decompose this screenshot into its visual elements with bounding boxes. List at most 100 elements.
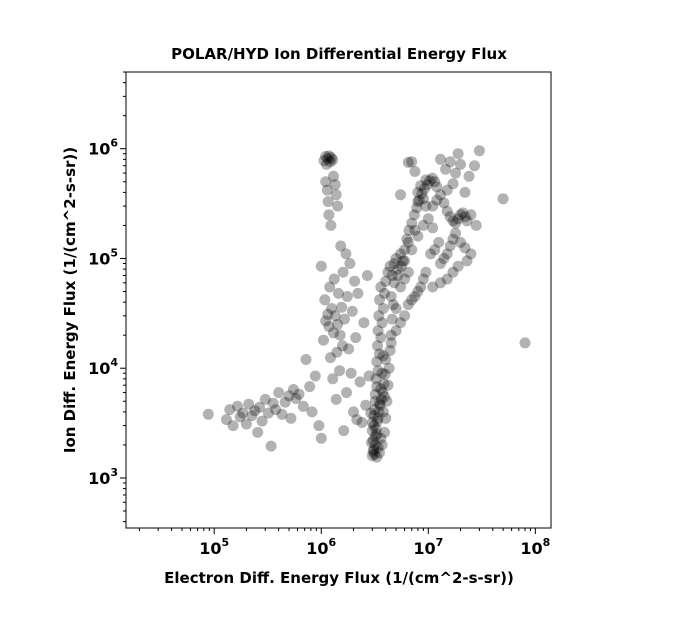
scatter-point [447,233,459,245]
scatter-point [420,174,432,186]
scatter-point [409,166,421,177]
scatter-point [397,255,409,267]
scatter-point [372,325,384,337]
scatter-point [377,387,389,399]
scatter-point [435,277,446,289]
scatter-point [459,186,471,198]
scatter-point [378,378,390,390]
scatter-point [465,248,477,260]
scatter-point [372,365,384,377]
scatter-point [374,399,386,411]
scatter-point [395,281,406,293]
scatter-point [315,260,327,272]
scatter-point [402,266,414,278]
scatter-point [309,370,321,382]
scatter-point [337,266,349,278]
scatter-point [395,260,407,272]
scatter-point [431,194,443,206]
x-tick-label: 105 [199,536,229,558]
scatter-point [256,415,268,427]
scatter-point [373,310,385,322]
scatter-point [338,425,350,437]
plot-area [125,71,552,529]
scatter-point [371,356,383,368]
scatter-point [360,399,372,411]
scatter-point [336,301,348,313]
scatter-point [327,373,339,385]
scatter-point [319,294,331,306]
y-tick-label: 106 [88,137,118,159]
scatter-point [379,368,391,380]
scatter-point [424,175,436,187]
scatter-point [323,321,335,332]
scatter-point [377,406,389,418]
scatter-point [441,205,453,217]
scatter-point [341,291,353,302]
scatter-point [372,340,383,352]
x-tick-label: 108 [520,536,550,558]
scatter-point [369,439,381,451]
scatter-point [354,376,366,388]
scatter-point [365,407,377,419]
scatter-point [375,393,387,405]
scatter-point [232,400,243,412]
scatter-point [262,407,274,419]
scatter-point [254,401,265,413]
scatter-point [341,387,352,399]
scatter-point [326,303,338,314]
scatter-point [386,270,398,281]
scatter-point [328,273,340,285]
scatter-point [390,253,402,264]
scatter-point [348,406,359,418]
scatter-point [329,179,341,191]
y-axis-label: Ion Diff. Energy Flux (1/(cm^2-s-sr)) [61,147,79,453]
scatter-point [435,258,446,269]
scatter-point [356,417,368,428]
scatter-point [429,176,441,188]
scatter-point [339,313,350,325]
scatter-point [330,189,342,201]
scatter-point [388,258,400,269]
scatter-point [390,303,402,314]
scatter-point [369,388,381,400]
scatter-point [270,404,282,416]
scatter-point [406,294,418,306]
scatter-point [438,253,450,264]
scatter-point [379,426,390,438]
scatter-point [367,434,379,446]
scatter-point [371,451,383,463]
scatter-point [318,334,329,346]
scatter-point [329,310,341,322]
scatter-point [330,393,342,405]
scatter-point [470,219,482,231]
scatter-point [383,362,395,374]
scatter-point [335,240,347,252]
scatter-point [322,153,334,165]
scatter-point [463,170,475,182]
scatter-point [409,291,421,302]
scatter-point [375,383,387,395]
scatter-point [406,217,418,229]
scatter-point [435,153,446,165]
scatter-point [395,189,406,201]
scatter-point [332,319,344,330]
scatter-point [417,193,429,205]
scatter-point [399,255,411,267]
scatter-point [252,426,264,438]
scatter-point [438,197,450,209]
scatter-point [249,405,261,417]
scatter-point [372,441,384,453]
scatter-point [388,277,400,289]
scatter-point [320,315,332,327]
scatter-point [413,194,425,206]
scatter-point [318,155,330,167]
x-axis: 105 106 107 108 [138,528,550,558]
scatter-point [376,317,388,329]
scatter-point [421,179,433,191]
scatter-point [234,411,246,423]
scatter-point [402,236,414,248]
scatter-point [395,317,406,329]
scatter-point [429,244,441,256]
scatter-point [415,281,427,293]
scatter-point [380,412,392,424]
